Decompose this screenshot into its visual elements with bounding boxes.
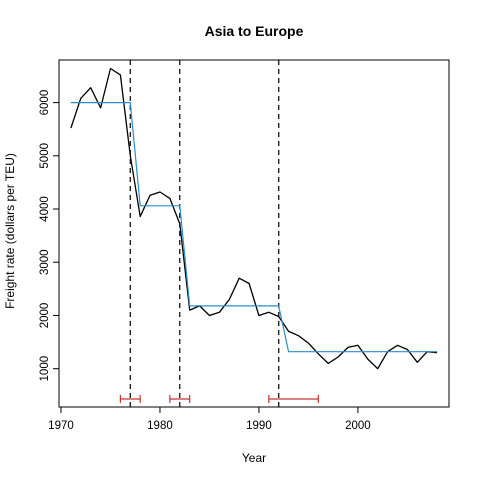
- y-axis: 1000 2000 3000 4000 5000 6000: [39, 90, 60, 382]
- x-tick-label: 1980: [147, 420, 173, 432]
- y-tick-label: 4000: [39, 196, 51, 222]
- plot-frame: [58, 59, 450, 408]
- x-tick-label: 2000: [345, 420, 371, 432]
- series-line-freight-rate: [70, 67, 438, 370]
- y-tick-label: 3000: [39, 249, 51, 275]
- x-tick-label: 1970: [48, 420, 74, 432]
- x-tick-label: 1990: [246, 420, 272, 432]
- series-group: [70, 67, 438, 370]
- y-tick-label: 1000: [39, 356, 51, 382]
- y-tick-label: 2000: [39, 303, 51, 329]
- x-axis: 1970 1980 1990 2000: [48, 406, 371, 432]
- y-tick-label: 5000: [39, 143, 51, 169]
- confidence-interval: [268, 395, 319, 403]
- x-axis-label: Year: [242, 451, 266, 465]
- chart-title: Asia to Europe: [205, 23, 304, 39]
- confidence-interval: [169, 395, 191, 403]
- breakpoint-lines: [129, 60, 280, 407]
- y-axis-label: Freight rate (dollars per TEU): [3, 153, 17, 309]
- confidence-intervals: [119, 395, 319, 403]
- confidence-interval: [119, 395, 141, 403]
- y-tick-label: 6000: [39, 90, 51, 116]
- series-line-fitted-segments: [70, 101, 438, 353]
